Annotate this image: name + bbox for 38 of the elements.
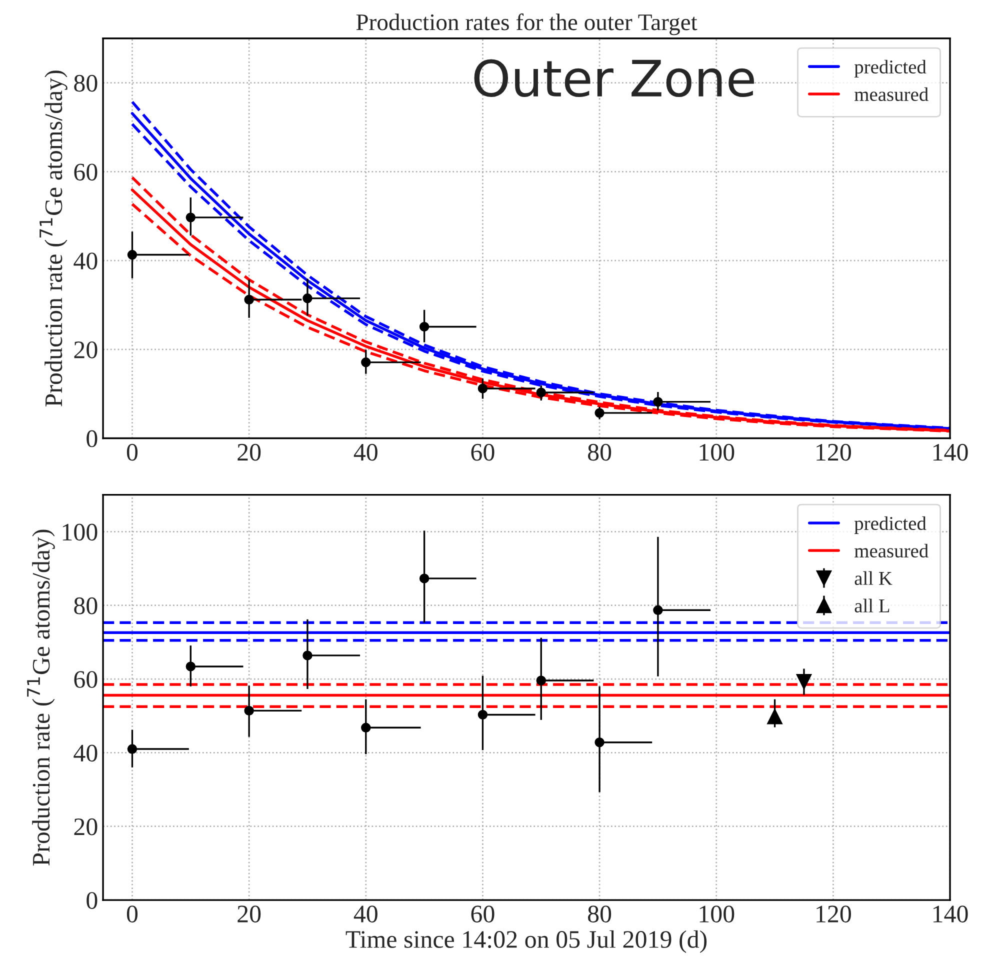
legend-label: predicted <box>854 516 926 534</box>
y-tick-label: 0 <box>86 892 98 909</box>
y-tick-label: 100 <box>62 524 98 541</box>
legend-label: predicted <box>854 60 926 78</box>
y-tick-label: 40 <box>74 744 98 762</box>
legend-label: all K <box>854 571 892 585</box>
y-tick-label: 40 <box>74 252 98 270</box>
x-tick-label: 140 <box>933 906 968 922</box>
x-tick-label: 80 <box>588 444 612 461</box>
x-tick-label: 140 <box>933 444 968 461</box>
y-axis-title: Production rate ($^{71}$Ge atoms/day) <box>27 530 55 866</box>
legend-label: measured <box>854 87 928 102</box>
x-tick-label: 100 <box>700 906 734 922</box>
y-tick-label: 0 <box>86 430 98 448</box>
x-tick-label: 20 <box>238 906 261 922</box>
x-tick-label: 60 <box>471 444 494 461</box>
y-axis-title: Production rate ($^{71}$Ge atoms/day) <box>40 70 68 406</box>
x-tick-label: 60 <box>471 906 494 922</box>
x-tick-label: 100 <box>700 444 734 461</box>
chart-title: Production rates for the outer Target <box>356 13 698 36</box>
x-axis-title: Time since 14:02 on 05 Jul 2019 (d) <box>346 930 707 954</box>
y-tick-label: 20 <box>74 341 98 358</box>
legend-label: measured <box>854 544 928 558</box>
x-tick-label: 80 <box>588 906 612 922</box>
y-tick-label: 80 <box>74 597 98 614</box>
y-tick-label: 60 <box>74 671 98 688</box>
x-tick-label: 0 <box>126 906 138 922</box>
x-tick-label: 40 <box>354 906 378 922</box>
annotation: Outer Zone <box>474 59 754 98</box>
x-tick-label: 20 <box>238 444 261 461</box>
y-tick-label: 60 <box>74 164 98 181</box>
y-tick-label: 20 <box>74 818 98 836</box>
x-tick-label: 120 <box>816 906 851 922</box>
legend-label: all L <box>854 598 890 612</box>
x-tick-label: 40 <box>354 444 378 461</box>
x-tick-label: 120 <box>816 444 851 461</box>
y-tick-label: 80 <box>74 74 98 92</box>
x-tick-label: 0 <box>126 444 138 461</box>
